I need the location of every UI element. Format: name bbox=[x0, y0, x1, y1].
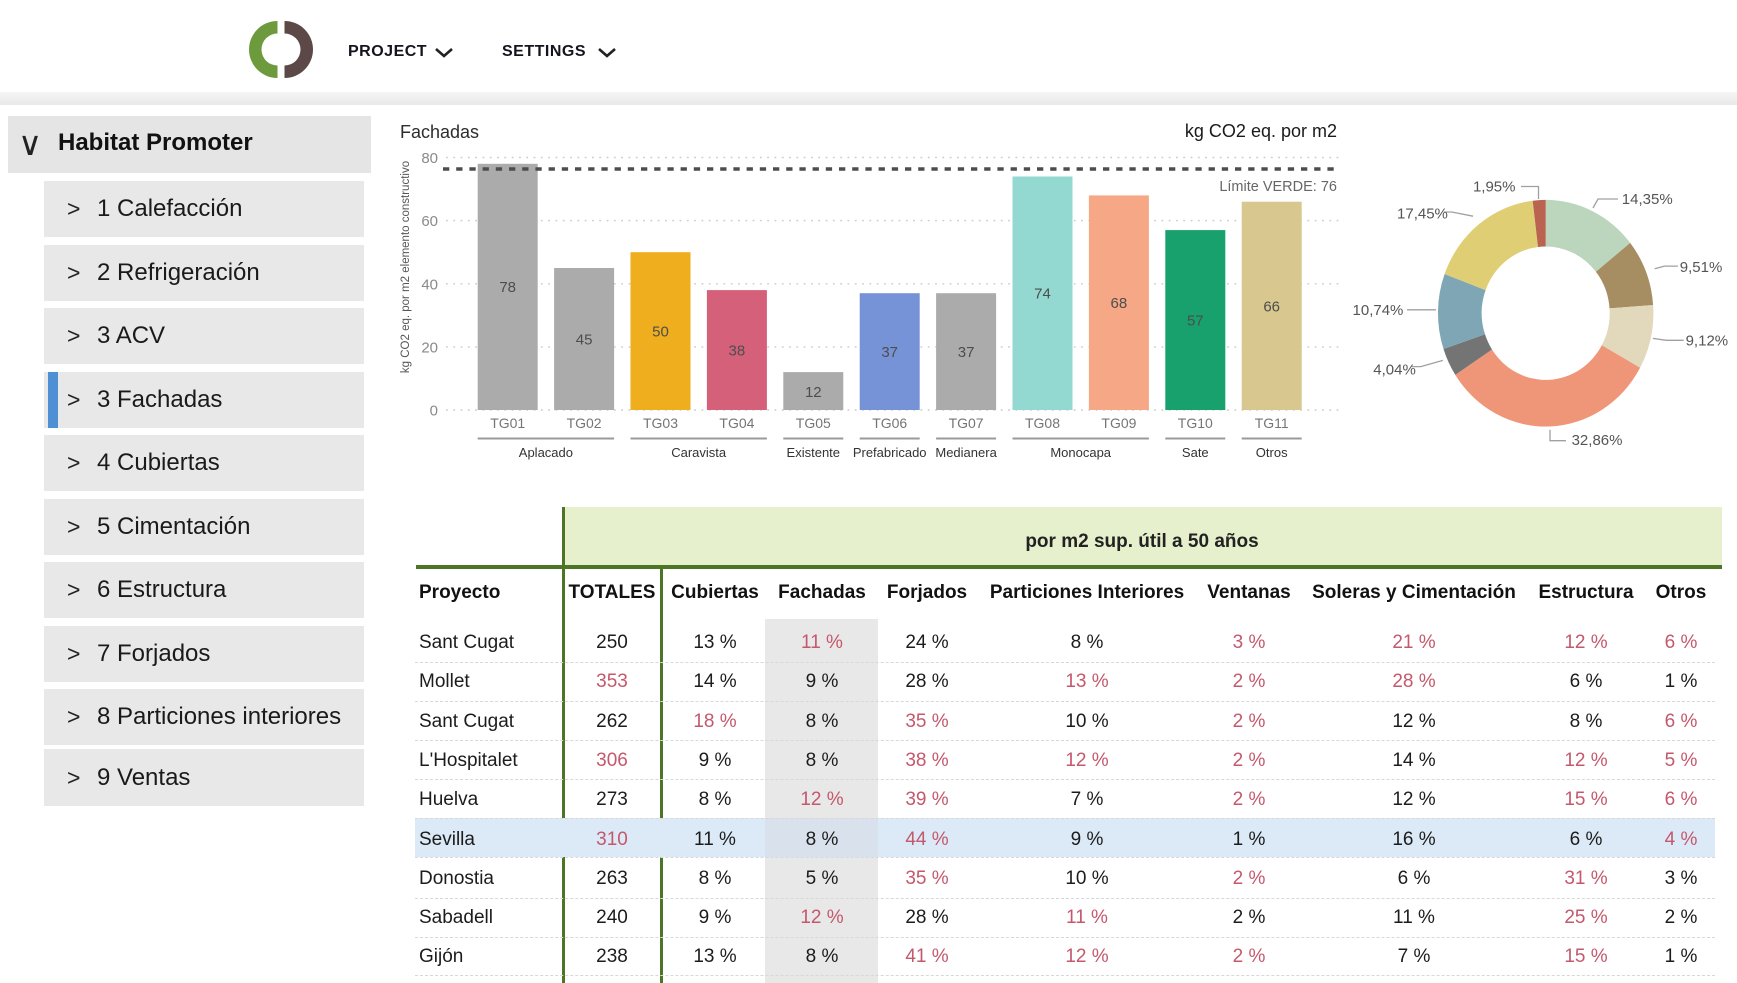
svg-text:50: 50 bbox=[652, 324, 669, 341]
svg-text:kg CO2 eq. por m2 elemento con: kg CO2 eq. por m2 elemento constructivo bbox=[400, 161, 412, 373]
svg-text:1,95%: 1,95% bbox=[1473, 179, 1516, 196]
svg-text:17,45%: 17,45% bbox=[1397, 206, 1448, 223]
svg-text:Existente: Existente bbox=[787, 445, 840, 460]
svg-text:TG09: TG09 bbox=[1101, 415, 1136, 431]
svg-text:37: 37 bbox=[881, 344, 898, 361]
svg-text:Límite VERDE: 76: Límite VERDE: 76 bbox=[1219, 179, 1337, 195]
svg-text:Caravista: Caravista bbox=[671, 445, 727, 460]
svg-text:0: 0 bbox=[430, 403, 438, 420]
svg-text:74: 74 bbox=[1034, 286, 1051, 303]
svg-text:4,04%: 4,04% bbox=[1373, 361, 1416, 378]
svg-text:Aplacado: Aplacado bbox=[519, 445, 573, 460]
svg-text:TG06: TG06 bbox=[872, 415, 907, 431]
svg-text:TG05: TG05 bbox=[796, 415, 831, 431]
svg-text:60: 60 bbox=[421, 213, 438, 230]
svg-text:20: 20 bbox=[421, 339, 438, 356]
svg-text:9,51%: 9,51% bbox=[1680, 259, 1723, 276]
svg-text:80: 80 bbox=[421, 150, 438, 167]
svg-text:Otros: Otros bbox=[1256, 445, 1288, 460]
svg-text:TG02: TG02 bbox=[567, 415, 602, 431]
svg-text:Monocapa: Monocapa bbox=[1050, 445, 1111, 460]
svg-text:TG10: TG10 bbox=[1178, 415, 1213, 431]
svg-text:TG08: TG08 bbox=[1025, 415, 1060, 431]
svg-text:Prefabricado: Prefabricado bbox=[853, 445, 927, 460]
svg-text:TG04: TG04 bbox=[719, 415, 754, 431]
svg-text:66: 66 bbox=[1263, 298, 1280, 315]
svg-text:TG07: TG07 bbox=[949, 415, 984, 431]
svg-text:TG11: TG11 bbox=[1255, 415, 1289, 431]
svg-text:TG03: TG03 bbox=[643, 415, 678, 431]
svg-text:37: 37 bbox=[958, 344, 975, 361]
svg-text:78: 78 bbox=[499, 279, 516, 296]
svg-text:14,35%: 14,35% bbox=[1622, 191, 1673, 208]
svg-text:TG01: TG01 bbox=[490, 415, 525, 431]
svg-text:10,74%: 10,74% bbox=[1353, 302, 1404, 319]
svg-text:38: 38 bbox=[729, 343, 746, 360]
svg-text:9,12%: 9,12% bbox=[1686, 332, 1729, 349]
svg-text:Sate: Sate bbox=[1182, 445, 1209, 460]
svg-text:68: 68 bbox=[1111, 295, 1128, 312]
svg-text:Medianera: Medianera bbox=[935, 445, 997, 460]
svg-text:12: 12 bbox=[805, 384, 822, 401]
svg-text:57: 57 bbox=[1187, 313, 1204, 330]
svg-text:40: 40 bbox=[421, 276, 438, 293]
svg-text:32,86%: 32,86% bbox=[1572, 432, 1623, 449]
svg-text:45: 45 bbox=[576, 332, 593, 349]
